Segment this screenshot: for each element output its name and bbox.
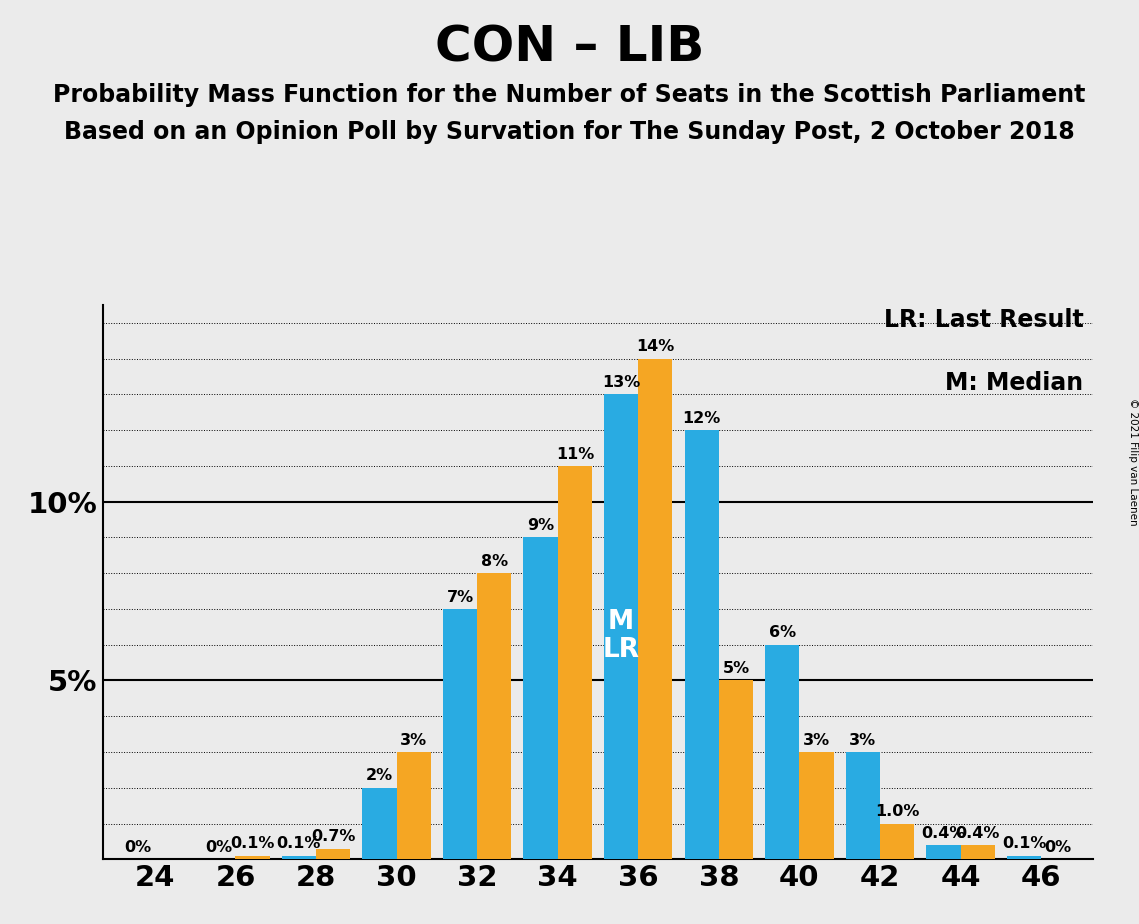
Text: 0.4%: 0.4% — [956, 826, 1000, 841]
Text: LR: Last Result: LR: Last Result — [884, 308, 1083, 332]
Text: 7%: 7% — [446, 590, 474, 604]
Text: 8%: 8% — [481, 553, 508, 569]
Bar — [685, 430, 719, 859]
Text: 12%: 12% — [682, 411, 721, 426]
Text: 0.1%: 0.1% — [230, 836, 274, 851]
Bar — [477, 573, 511, 859]
Text: 6%: 6% — [769, 626, 796, 640]
Text: M
LR: M LR — [603, 609, 640, 663]
Text: 0.1%: 0.1% — [1002, 836, 1046, 851]
Text: CON – LIB: CON – LIB — [435, 23, 704, 71]
Text: 11%: 11% — [556, 446, 593, 462]
Text: 3%: 3% — [803, 733, 830, 748]
Bar — [443, 609, 477, 859]
Text: 0.4%: 0.4% — [921, 826, 966, 841]
Text: 0%: 0% — [124, 840, 151, 855]
Bar — [960, 845, 994, 859]
Text: 0.7%: 0.7% — [311, 830, 355, 845]
Bar — [316, 848, 351, 859]
Bar — [765, 645, 800, 859]
Text: 13%: 13% — [603, 375, 640, 390]
Text: 3%: 3% — [850, 733, 876, 748]
Bar — [926, 845, 960, 859]
Bar — [719, 680, 753, 859]
Text: 1.0%: 1.0% — [875, 804, 919, 820]
Bar — [638, 359, 672, 859]
Text: Probability Mass Function for the Number of Seats in the Scottish Parliament: Probability Mass Function for the Number… — [54, 83, 1085, 107]
Bar — [524, 538, 558, 859]
Bar — [281, 856, 316, 859]
Bar — [800, 752, 834, 859]
Bar — [845, 752, 880, 859]
Bar — [362, 788, 396, 859]
Bar — [880, 823, 915, 859]
Bar — [558, 466, 592, 859]
Bar — [604, 395, 638, 859]
Text: 14%: 14% — [637, 339, 674, 354]
Text: 0%: 0% — [205, 840, 232, 855]
Text: 2%: 2% — [366, 769, 393, 784]
Text: Based on an Opinion Poll by Survation for The Sunday Post, 2 October 2018: Based on an Opinion Poll by Survation fo… — [64, 120, 1075, 144]
Bar — [1007, 856, 1041, 859]
Text: 0%: 0% — [1044, 840, 1072, 855]
Text: © 2021 Filip van Laenen: © 2021 Filip van Laenen — [1129, 398, 1138, 526]
Bar — [236, 856, 270, 859]
Bar — [396, 752, 431, 859]
Text: M: Median: M: Median — [945, 371, 1083, 395]
Text: 0.1%: 0.1% — [277, 836, 321, 851]
Text: 3%: 3% — [400, 733, 427, 748]
Text: 5%: 5% — [722, 662, 749, 676]
Text: 9%: 9% — [527, 518, 555, 533]
